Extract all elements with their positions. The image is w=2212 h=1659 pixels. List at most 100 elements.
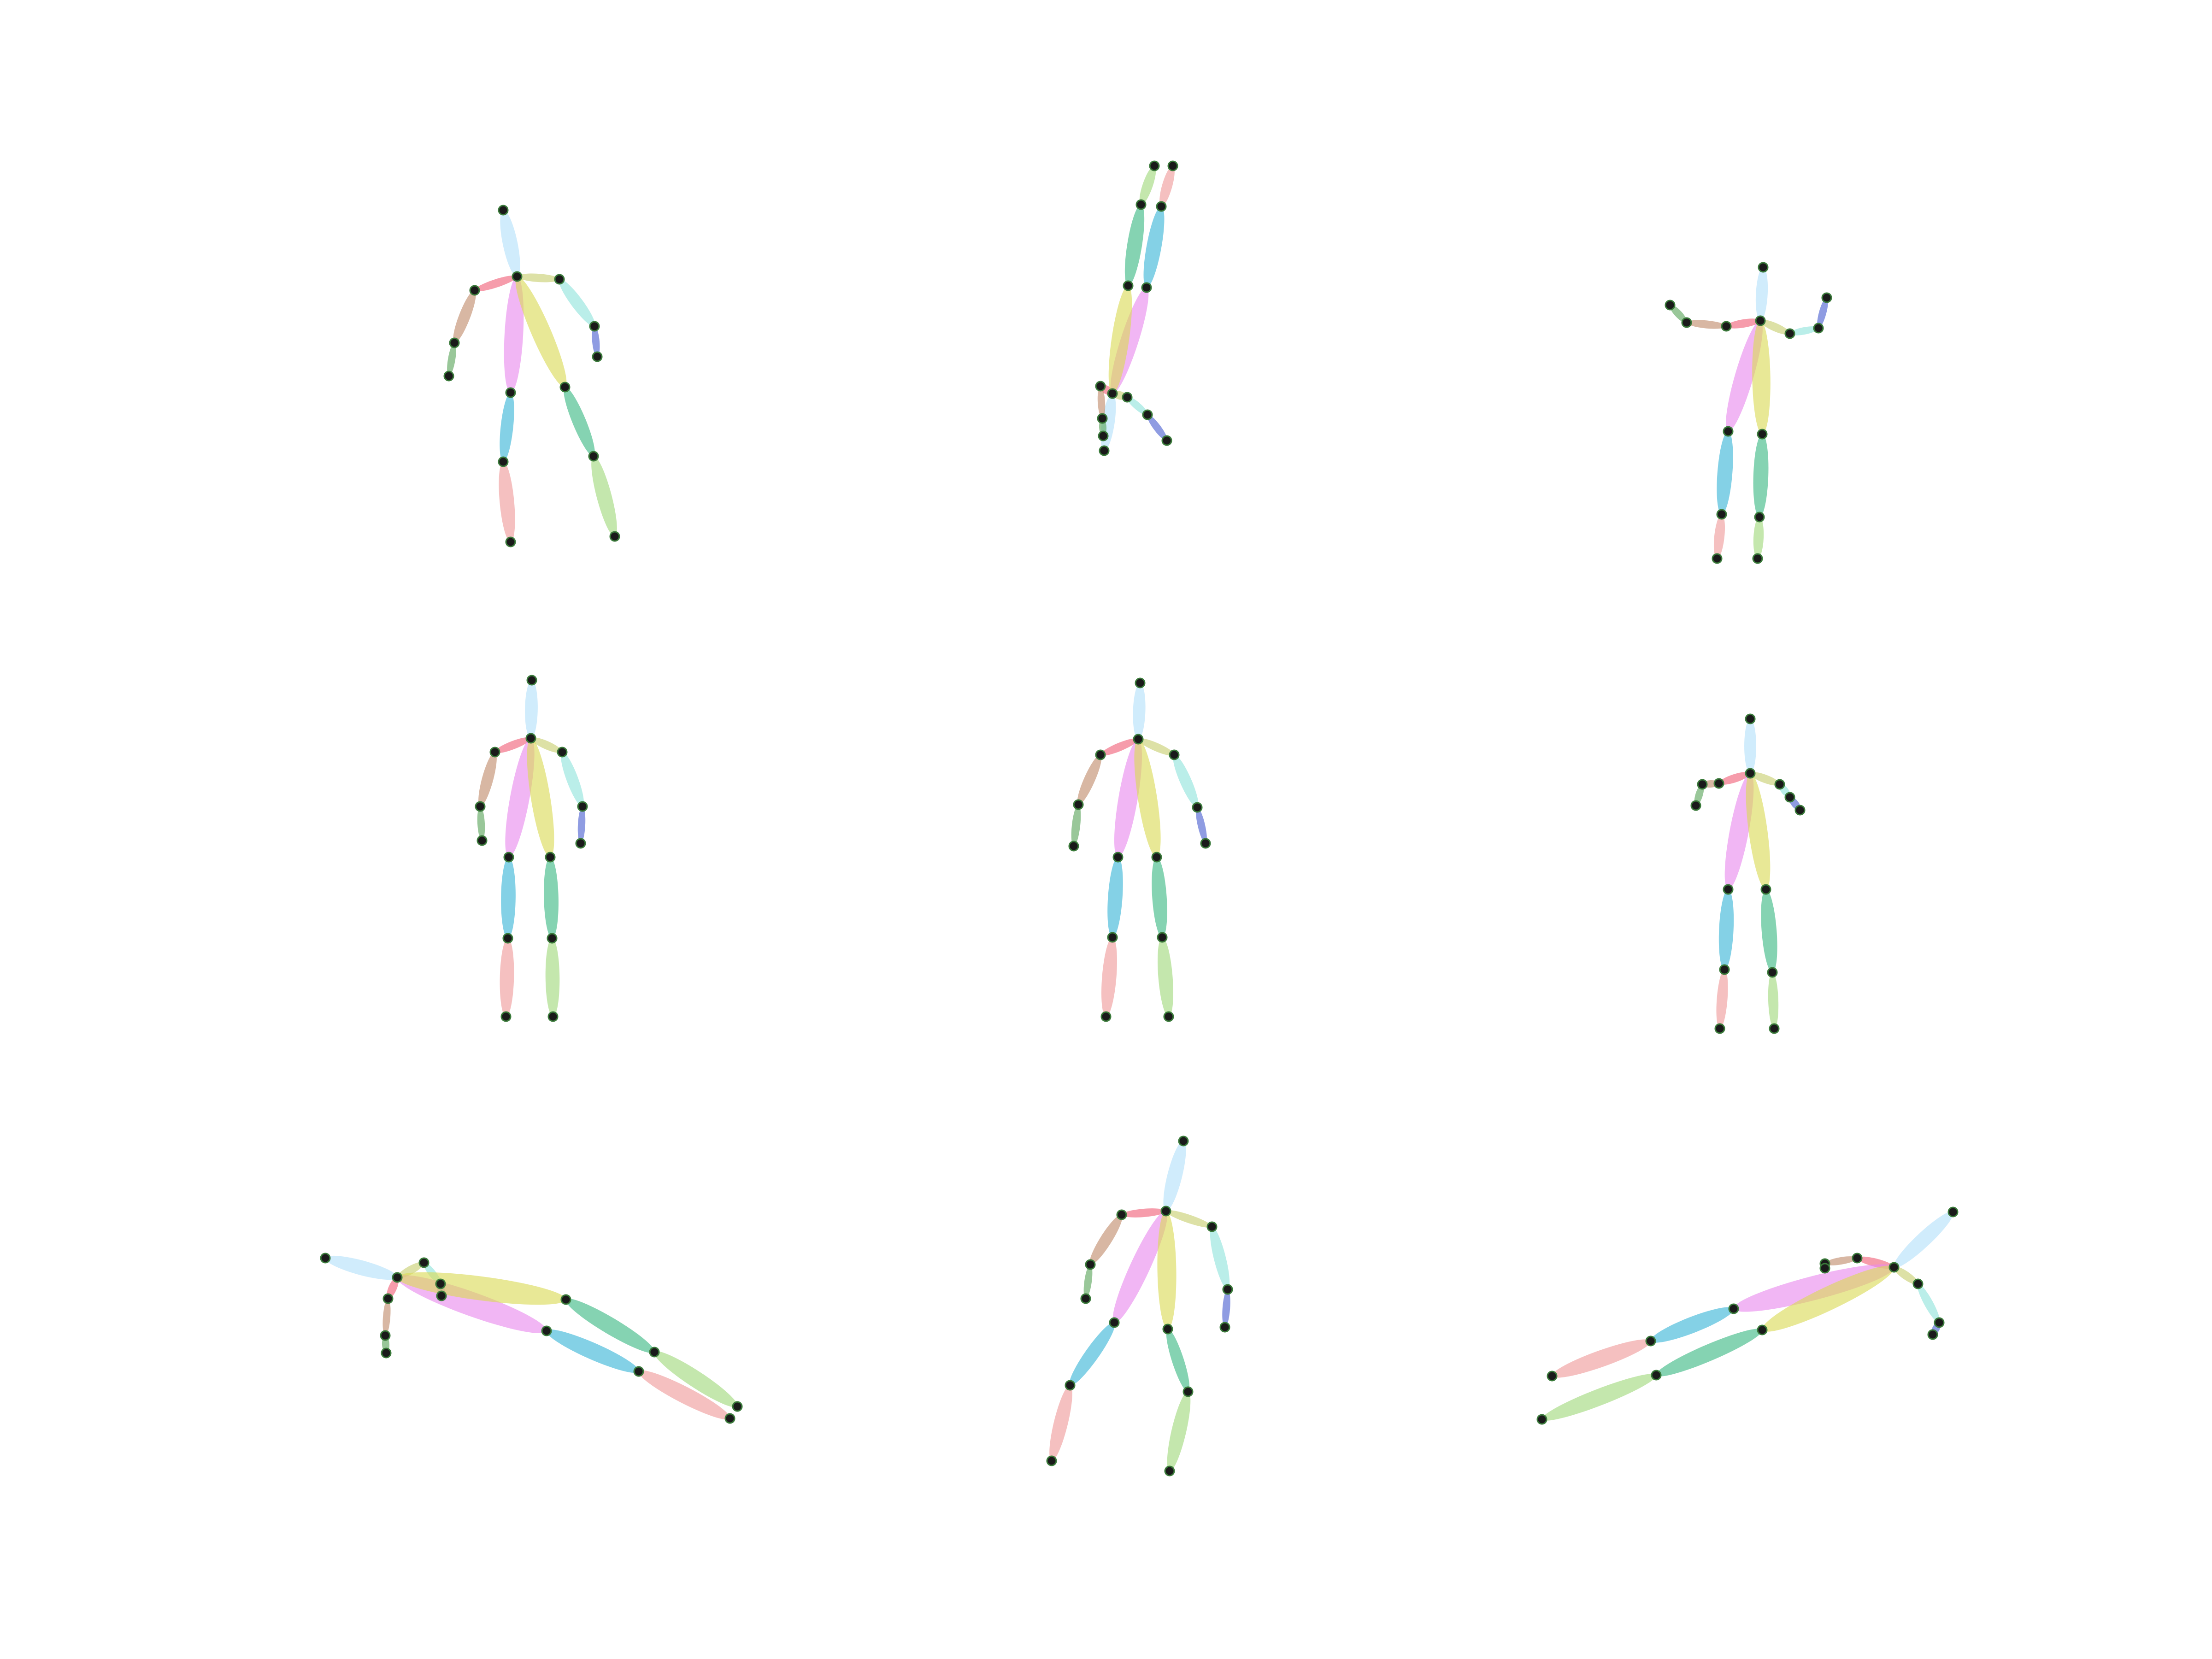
joint-l-wrist — [1690, 800, 1701, 811]
pose-8-leaning — [1046, 1135, 1233, 1477]
bone-head — [1755, 267, 1768, 321]
joint-r-wrist — [436, 1290, 447, 1301]
bone-thigh-left — [546, 1330, 639, 1373]
joint-l-hip — [1112, 852, 1124, 863]
joint-l-hip — [505, 387, 516, 398]
joint-r-ankle — [547, 1011, 559, 1022]
bone-left-upper-arm — [1077, 754, 1102, 805]
joint-r-wrist — [1161, 435, 1172, 446]
bone-thigh-right — [1761, 889, 1777, 973]
joint-r-ankle — [1164, 1465, 1175, 1477]
bone-thigh-left — [1069, 1322, 1115, 1386]
joint-r-hip — [1757, 429, 1768, 440]
joint-l-wrist — [443, 371, 454, 382]
joint-l-shoulder — [1095, 381, 1106, 392]
bone-shin-left — [1049, 1385, 1072, 1461]
bone-torso-right — [1108, 285, 1132, 394]
joint-l-knee — [502, 933, 513, 944]
joint-r-ankle — [1163, 1011, 1174, 1022]
joint-l-hip — [1109, 1317, 1120, 1328]
joint-l-knee — [1719, 964, 1730, 975]
joint-r-hip — [1151, 852, 1162, 863]
bone-left-forearm — [1071, 804, 1081, 847]
bone-right-upper-arm — [559, 279, 595, 327]
joint-neck — [1755, 315, 1766, 326]
joint-r-wrist — [592, 351, 603, 362]
bone-thigh-left — [1650, 1307, 1734, 1343]
bone-left-forearm — [1670, 305, 1687, 323]
joint-l-ankle — [1046, 1455, 1057, 1466]
bone-right-clavicle — [530, 737, 563, 753]
joint-r-shoulder — [1774, 779, 1785, 790]
pose-4-standing — [475, 675, 588, 1022]
pose-9-lying — [1536, 1206, 1959, 1425]
bone-right-clavicle — [1165, 1210, 1212, 1228]
joint-l-wrist — [1080, 1293, 1091, 1304]
joint-neck — [1745, 768, 1756, 779]
joint-l-hip — [1723, 426, 1734, 437]
bone-right-upper-arm — [561, 752, 584, 807]
joint-l-elbow — [1085, 1259, 1096, 1270]
joint-r-shoulder — [554, 274, 565, 285]
joint-l-shoulder — [1095, 749, 1106, 760]
joint-l-elbow — [1681, 317, 1692, 328]
bone-shin-right — [1139, 165, 1156, 205]
joint-l-knee — [1645, 1335, 1656, 1347]
joint-r-hip — [1757, 1324, 1768, 1335]
bone-head — [1744, 719, 1756, 773]
joint-r-wrist — [1821, 292, 1832, 303]
joint-neck — [1133, 734, 1144, 745]
bone-head — [500, 210, 520, 277]
bone-shin-right — [1541, 1374, 1657, 1421]
joint-head — [320, 1253, 331, 1264]
joint-l-shoulder — [1721, 321, 1732, 332]
joint-l-ankle — [1167, 160, 1178, 171]
bone-thigh-left — [1718, 889, 1734, 970]
joint-l-elbow — [449, 337, 460, 348]
joint-r-hip — [1162, 1324, 1173, 1335]
bone-torso-right — [1746, 773, 1771, 890]
joint-r-ankle — [732, 1401, 743, 1412]
joint-l-wrist — [477, 835, 488, 846]
joint-r-hip — [1123, 280, 1134, 291]
joint-head — [1135, 677, 1146, 688]
joint-r-knee — [588, 451, 599, 462]
joint-l-ankle — [724, 1413, 735, 1424]
joint-r-elbow — [577, 801, 588, 812]
bone-left-clavicle — [1100, 738, 1139, 756]
bone-right-forearm — [592, 326, 600, 357]
joint-neck — [1160, 1206, 1171, 1217]
bone-torso-right — [1134, 739, 1161, 858]
pose-1-walking — [443, 205, 620, 547]
bone-torso-left — [1112, 1211, 1168, 1323]
bone-right-forearm — [577, 806, 586, 844]
joint-r-hip — [560, 1294, 571, 1305]
joint-l-hip — [541, 1325, 552, 1336]
bone-left-upper-arm — [478, 752, 497, 807]
bone-shin-right — [545, 938, 560, 1017]
joint-r-ankle — [1536, 1414, 1547, 1425]
bone-head — [1133, 682, 1146, 740]
bone-left-forearm — [1694, 784, 1704, 806]
bone-thigh-right — [1656, 1329, 1763, 1377]
joint-r-ankle — [609, 531, 620, 542]
pose-5-standing — [1068, 677, 1211, 1022]
joint-l-knee — [1156, 201, 1167, 212]
joint-head — [1758, 262, 1769, 273]
joint-r-elbow — [435, 1278, 446, 1289]
bone-left-clavicle — [1726, 318, 1761, 329]
bone-left-upper-arm — [453, 290, 476, 343]
bone-head — [325, 1255, 398, 1280]
bone-thigh-right — [1166, 1329, 1190, 1392]
bone-torso-right — [1762, 1265, 1894, 1332]
bone-shin-right — [1158, 937, 1173, 1017]
joint-neck — [512, 271, 523, 282]
bone-right-upper-arm — [1173, 754, 1199, 808]
joint-l-elbow — [475, 801, 486, 812]
joint-r-elbow — [1142, 409, 1153, 420]
bone-left-clavicle — [1121, 1208, 1166, 1218]
joint-r-elbow — [1813, 323, 1824, 334]
bone-torso-left — [504, 276, 524, 393]
pose-6-standing — [1690, 713, 1806, 1034]
joint-r-shoulder — [1122, 392, 1133, 403]
